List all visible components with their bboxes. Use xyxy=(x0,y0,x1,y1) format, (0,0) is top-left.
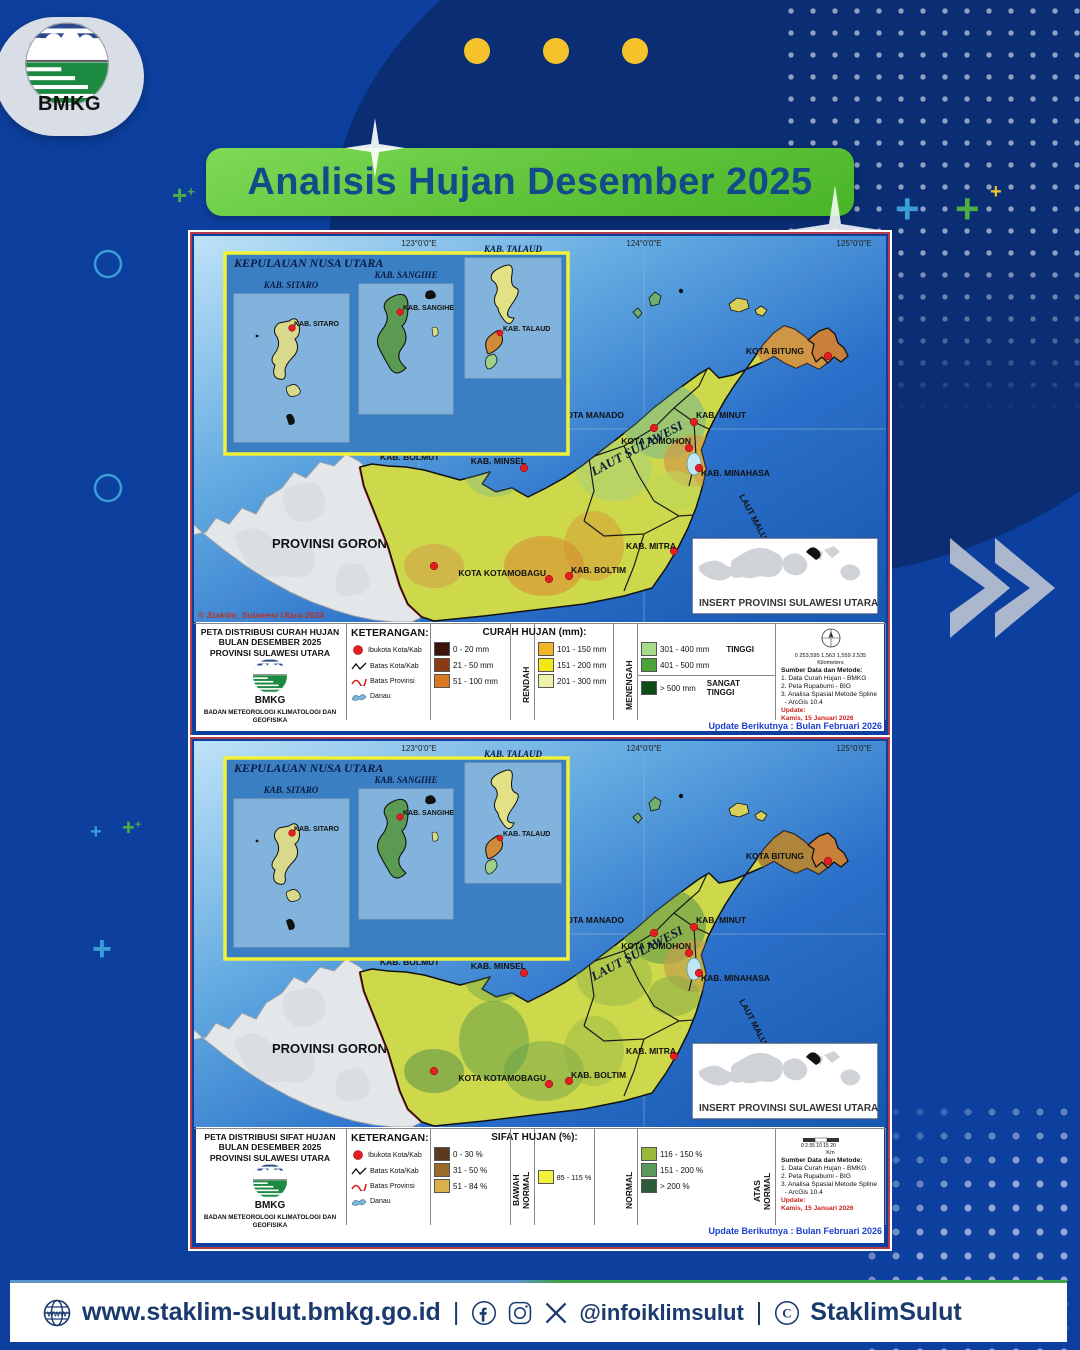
svg-text:KAB. SITARO: KAB. SITARO xyxy=(263,280,319,290)
svg-text:KEPULAUAN NUSA UTARA: KEPULAUAN NUSA UTARA xyxy=(233,761,383,775)
svg-text:KOTA BITUNG: KOTA BITUNG xyxy=(746,346,804,356)
svg-text:KAB. TALAUD: KAB. TALAUD xyxy=(503,831,550,838)
svg-text:124°0'0"E: 124°0'0"E xyxy=(626,744,661,753)
svg-text:KAB. SANGIHE: KAB. SANGIHE xyxy=(373,270,437,280)
svg-text:KOTA MANADO: KOTA MANADO xyxy=(560,915,624,925)
svg-text:KOTA BITUNG: KOTA BITUNG xyxy=(746,851,804,861)
svg-text:KAB. SITARO: KAB. SITARO xyxy=(294,321,340,328)
svg-text:KAB. TALAUD: KAB. TALAUD xyxy=(483,244,543,254)
svg-text:KAB. SANGIHE: KAB. SANGIHE xyxy=(403,305,454,312)
svg-text:124°0'0"E: 124°0'0"E xyxy=(626,239,661,248)
svg-text:KAB. MINAHASA: KAB. MINAHASA xyxy=(701,973,770,983)
svg-text:123°0'0"E: 123°0'0"E xyxy=(401,239,436,248)
svg-text:KAB. SITARO: KAB. SITARO xyxy=(263,785,319,795)
svg-text:KAB. MINSEL: KAB. MINSEL xyxy=(471,961,526,971)
svg-text:KAB. MINAHASA: KAB. MINAHASA xyxy=(701,468,770,478)
svg-text:KAB. TALAUD: KAB. TALAUD xyxy=(503,326,550,333)
svg-text:KAB. MITRA: KAB. MITRA xyxy=(626,1046,676,1056)
svg-text:KAB. MINSEL: KAB. MINSEL xyxy=(471,456,526,466)
svg-text:KAB. MINUT: KAB. MINUT xyxy=(696,915,747,925)
svg-text:KAB. TALAUD: KAB. TALAUD xyxy=(483,749,543,759)
svg-text:KOTA KOTAMOBAGU: KOTA KOTAMOBAGU xyxy=(458,1073,546,1083)
svg-text:125°0'0"E: 125°0'0"E xyxy=(836,239,871,248)
svg-text:125°0'0"E: 125°0'0"E xyxy=(836,744,871,753)
svg-text:KOTA KOTAMOBAGU: KOTA KOTAMOBAGU xyxy=(458,568,546,578)
svg-text:KAB. SANGIHE: KAB. SANGIHE xyxy=(373,775,437,785)
svg-text:KAB. MITRA: KAB. MITRA xyxy=(626,541,676,551)
svg-text:KAB. SITARO: KAB. SITARO xyxy=(294,826,340,833)
svg-text:C: C xyxy=(783,1305,792,1320)
svg-text:WWW: WWW xyxy=(47,1311,67,1318)
svg-text:KOTA MANADO: KOTA MANADO xyxy=(560,410,624,420)
svg-text:KEPULAUAN NUSA UTARA: KEPULAUAN NUSA UTARA xyxy=(233,256,383,270)
svg-text:KAB. SANGIHE: KAB. SANGIHE xyxy=(403,810,454,817)
svg-text:123°0'0"E: 123°0'0"E xyxy=(401,744,436,753)
svg-text:KAB. BOLTIM: KAB. BOLTIM xyxy=(571,565,626,575)
svg-text:INSERT PROVINSI SULAWESI UTARA: INSERT PROVINSI SULAWESI UTARA xyxy=(699,598,878,609)
svg-text:KAB. BOLTIM: KAB. BOLTIM xyxy=(571,1070,626,1080)
svg-text:0 2.55 10 15 20: 0 2.55 10 15 20 xyxy=(801,1143,836,1148)
svg-text:INSERT PROVINSI SULAWESI UTARA: INSERT PROVINSI SULAWESI UTARA xyxy=(699,1103,878,1114)
svg-text:KAB. MINUT: KAB. MINUT xyxy=(696,410,747,420)
